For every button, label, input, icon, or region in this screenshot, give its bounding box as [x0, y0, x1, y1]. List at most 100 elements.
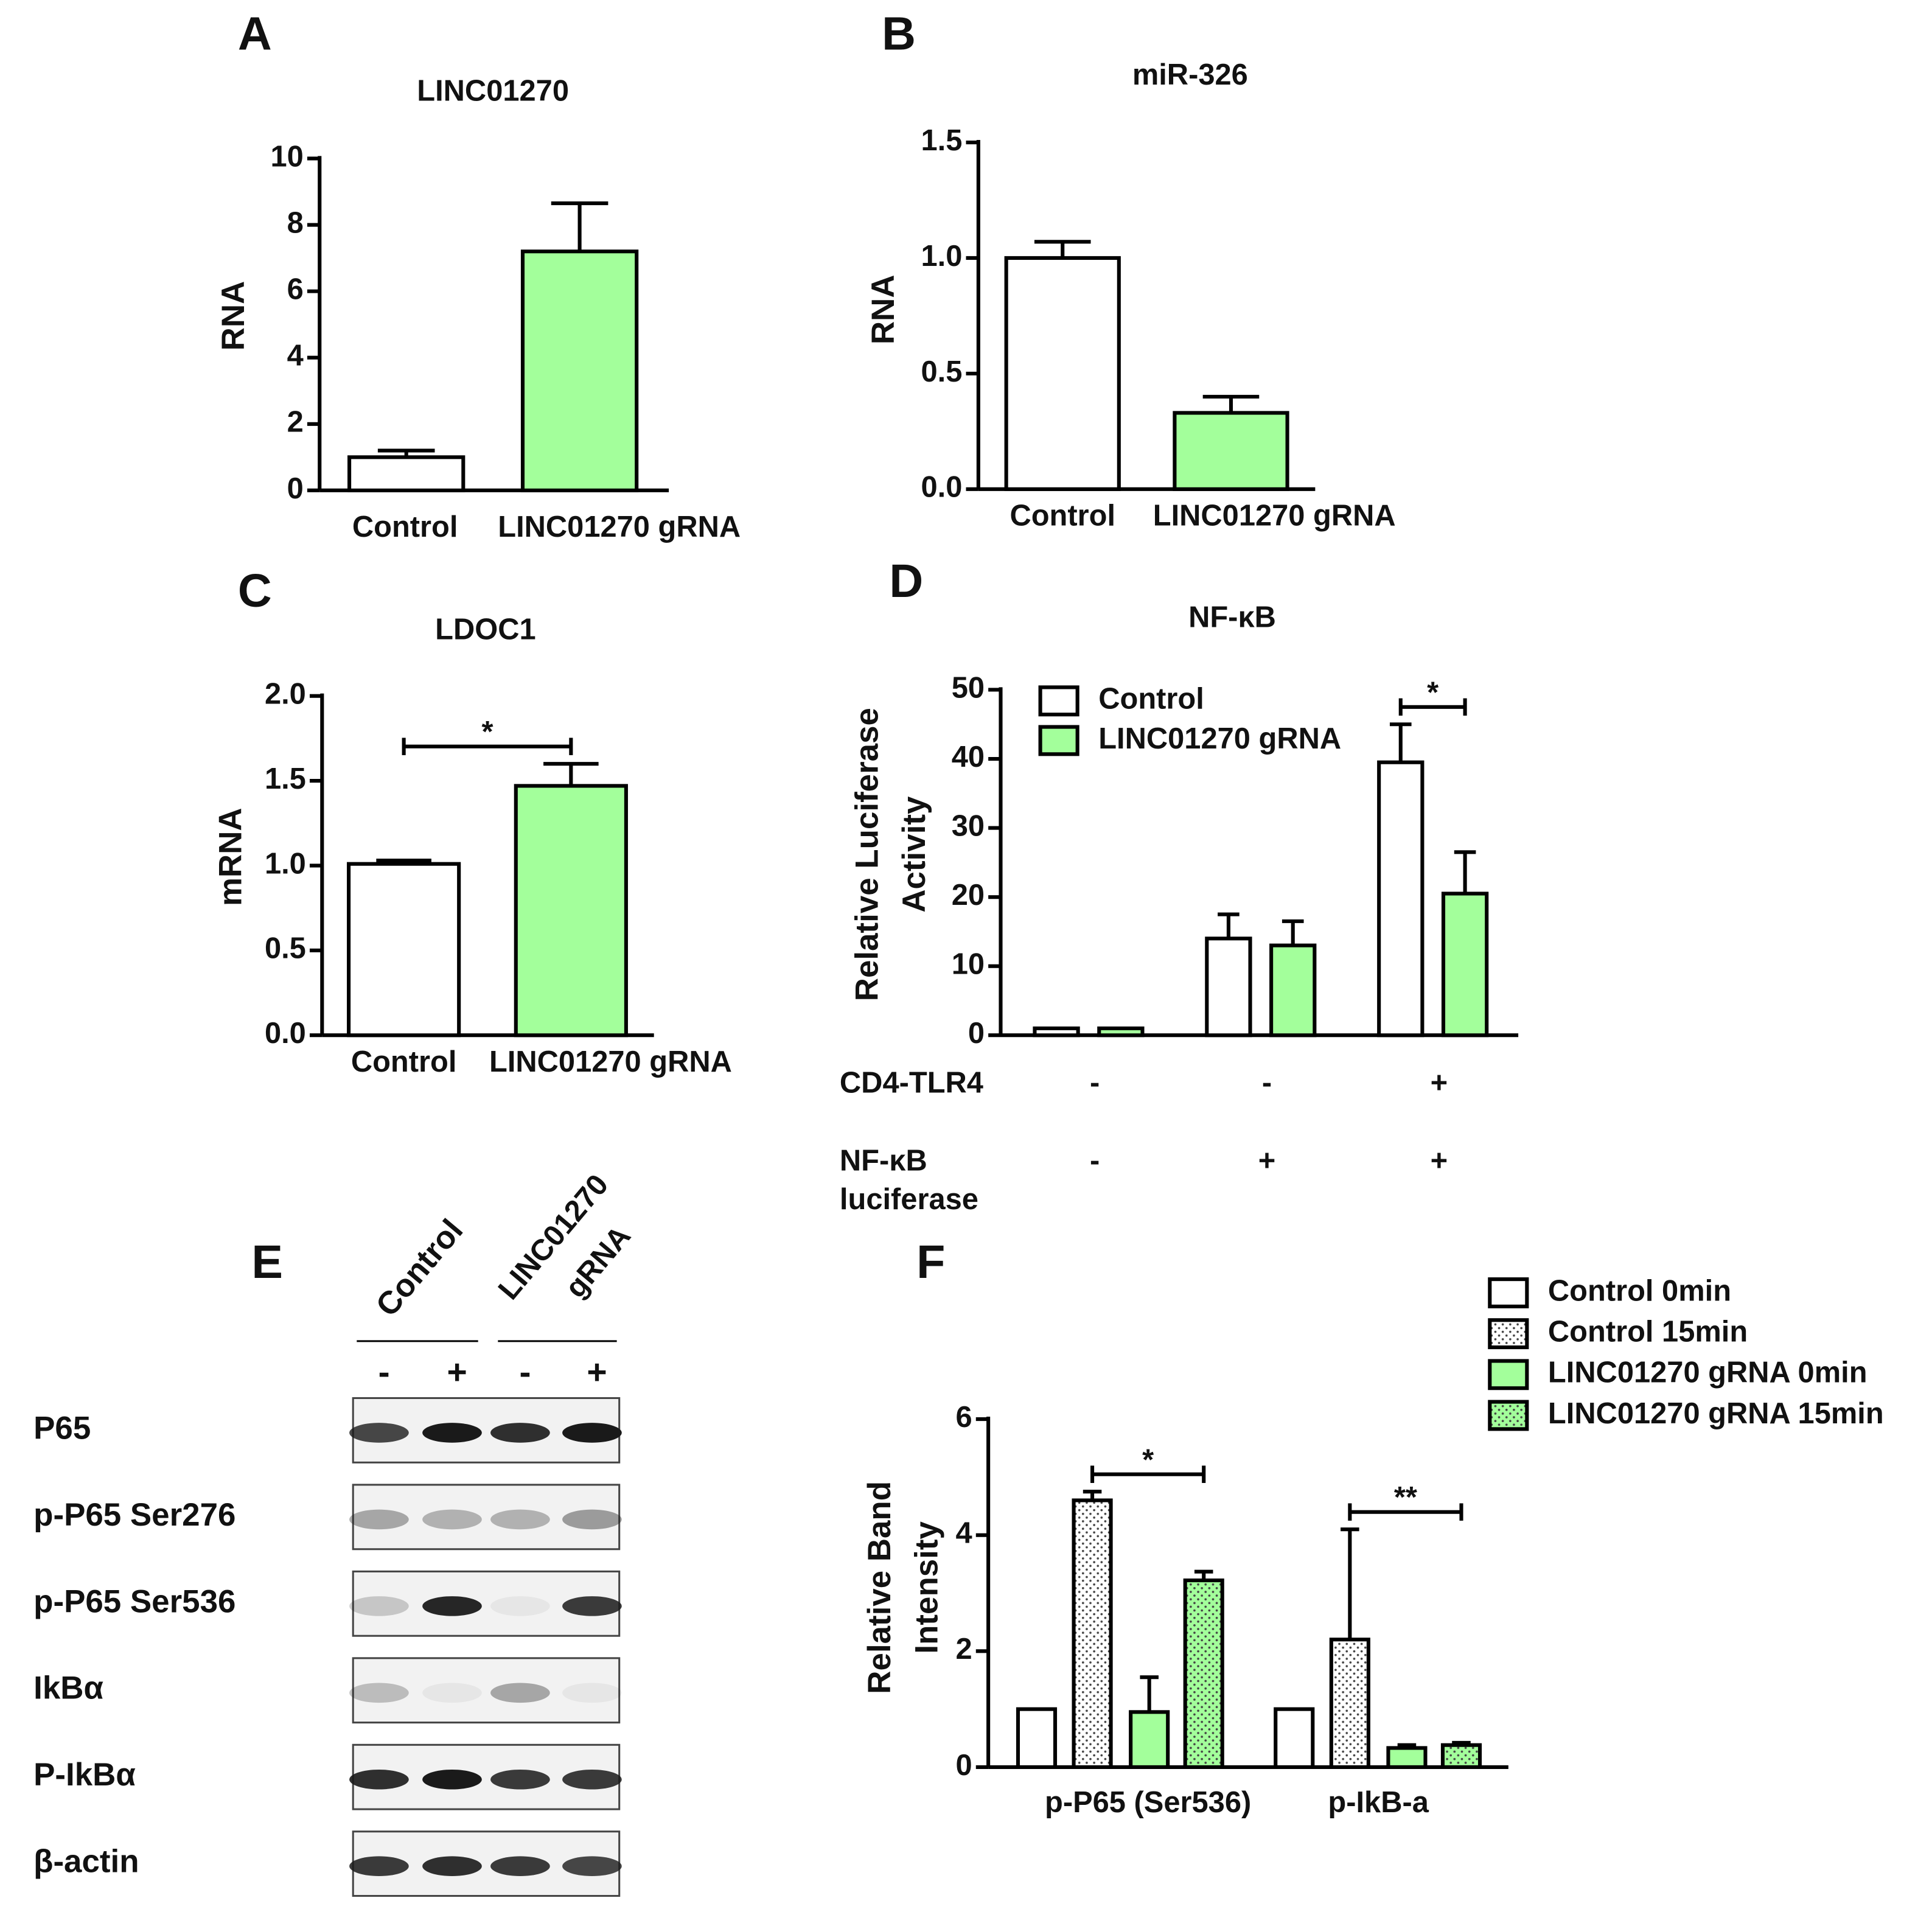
y-tick-label: 0	[287, 472, 304, 505]
x-tick-label: LINC01270 gRNA	[498, 511, 741, 543]
y-axis-label: Activity	[896, 796, 932, 913]
legend-label: Control	[1098, 683, 1204, 716]
lane-group-label: Control	[369, 1213, 470, 1324]
panel-letter: C	[238, 565, 272, 617]
lane-treatment: +	[587, 1353, 607, 1392]
bar	[1269, 943, 1317, 1038]
blot-band	[490, 1423, 550, 1443]
lane-treatment: +	[447, 1353, 467, 1392]
blot-band	[490, 1683, 550, 1703]
condition-label: luciferase	[840, 1183, 978, 1216]
bar	[347, 862, 461, 1038]
x-tick-label: Control	[351, 1045, 457, 1078]
error-bar	[1218, 912, 1240, 939]
condition-value: +	[1431, 1067, 1448, 1100]
panel-letter: D	[889, 555, 923, 607]
significance: *	[1142, 1443, 1154, 1476]
legend-label: LINC01270 gRNA 0min	[1548, 1356, 1867, 1389]
panel-letter: A	[238, 7, 272, 60]
error-bar	[1034, 240, 1091, 258]
blot-strip	[349, 1397, 622, 1464]
condition-value: -	[1090, 1067, 1100, 1100]
bar	[1004, 256, 1121, 491]
legend-swatch	[1038, 725, 1079, 756]
condition-value: -	[1262, 1067, 1272, 1100]
y-tick-label: 50	[952, 671, 985, 704]
blot-band	[422, 1683, 482, 1703]
significance: **	[1394, 1481, 1417, 1514]
legend-swatch	[1488, 1359, 1529, 1390]
blot-row-label: p-P65 Ser276	[33, 1497, 235, 1533]
y-tick-label: 1.5	[265, 762, 306, 795]
blot-strip	[349, 1657, 622, 1724]
blot-band	[562, 1423, 622, 1443]
blot-band	[490, 1596, 550, 1616]
y-tick-label: 10	[270, 140, 303, 173]
error-bar	[1282, 919, 1304, 946]
blot-band	[422, 1509, 482, 1530]
significance: *	[1427, 676, 1439, 709]
error-bar	[1341, 1527, 1359, 1640]
blot-band	[490, 1769, 550, 1790]
error-bar	[376, 859, 431, 864]
blot-band	[349, 1769, 409, 1790]
legend-swatch	[1488, 1277, 1529, 1308]
blot-band	[562, 1856, 622, 1876]
y-tick-label: 10	[952, 948, 985, 981]
blot-band	[349, 1683, 409, 1703]
condition-value: +	[1431, 1145, 1448, 1178]
panel-letter: F	[916, 1236, 945, 1288]
blot-band	[349, 1856, 409, 1876]
y-axis-label: RNA	[215, 281, 251, 351]
blot-strip	[349, 1830, 622, 1897]
error-bar	[1202, 394, 1260, 413]
condition-value: +	[1258, 1145, 1276, 1178]
chart-title: NF-κB	[1188, 601, 1276, 633]
legend-swatch	[1488, 1400, 1529, 1431]
y-axis-label: RNA	[865, 274, 901, 344]
chart-title: LINC01270	[417, 75, 569, 108]
blot-band	[422, 1423, 482, 1443]
condition-label: NF-κB	[840, 1145, 927, 1178]
bar	[1441, 891, 1489, 1038]
bar	[1440, 1743, 1482, 1769]
blot-strip	[349, 1484, 622, 1551]
panel-letter: E	[251, 1236, 283, 1288]
error-bar	[1397, 1743, 1417, 1748]
y-axis-label: mRNA	[213, 808, 249, 906]
y-tick-label: 4	[287, 340, 304, 372]
x-tick-label: LINC01270 gRNA	[1153, 500, 1396, 532]
bar	[1033, 1026, 1080, 1038]
x-tick-label: LINC01270 gRNA	[489, 1045, 732, 1078]
bar	[520, 249, 639, 492]
bar	[1097, 1026, 1145, 1038]
legend-label: Control 15min	[1548, 1316, 1748, 1349]
blot-band	[422, 1856, 482, 1876]
condition-label: CD4-TLR4	[840, 1067, 983, 1100]
bar	[514, 784, 628, 1038]
blot-row-label: p-P65 Ser536	[33, 1583, 235, 1619]
blot-band	[562, 1769, 622, 1790]
blot-strip	[349, 1570, 622, 1637]
bar	[1129, 1710, 1170, 1769]
blot-band	[349, 1596, 409, 1616]
blot-band	[349, 1423, 409, 1443]
error-bar	[1452, 1740, 1471, 1745]
x-tick-label: p-P65 (Ser536)	[1045, 1786, 1251, 1819]
condition-value: -	[1090, 1145, 1100, 1178]
error-bar	[1083, 1490, 1102, 1501]
y-tick-label: 6	[287, 273, 304, 306]
error-bar	[543, 762, 599, 786]
y-tick-label: 30	[952, 809, 985, 842]
blot-frame	[352, 1657, 621, 1724]
y-tick-label: 1.0	[265, 847, 306, 880]
y-tick-label: 2	[287, 406, 304, 439]
significance: *	[481, 716, 493, 748]
blot-row-label: P65	[33, 1410, 91, 1446]
blot-band	[349, 1509, 409, 1530]
y-tick-label: 1.5	[921, 124, 963, 157]
y-axis-label: Relative Luciferase	[849, 708, 885, 1001]
legend-label: Control 0min	[1548, 1274, 1731, 1307]
bar	[1183, 1578, 1224, 1769]
